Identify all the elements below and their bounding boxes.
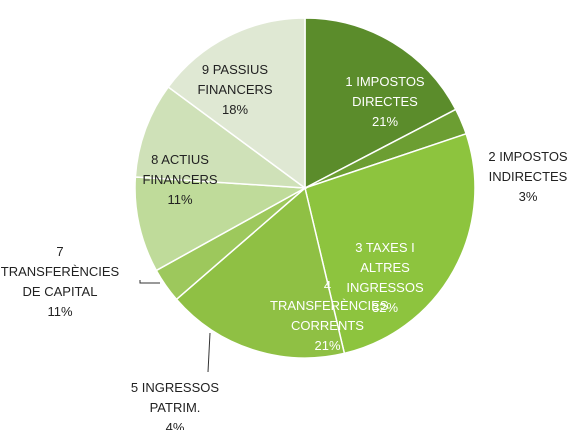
slice-label: 4 TRANSFERÈNCIES CORRENTS 21%: [270, 276, 389, 356]
slice-name: 7 TRANSFERÈNCIES DE CAPITAL: [0, 244, 120, 299]
pie-slice: [175, 186, 346, 359]
slice-label: 8 ACTIUS FINANCERS 11%: [130, 150, 230, 210]
slice-label: 7 TRANSFERÈNCIES DE CAPITAL 11%: [0, 242, 120, 322]
leader-line: [207, 332, 211, 373]
pie-slice: [134, 85, 308, 189]
slice-name: 2 IMPOSTOS INDIRECTES: [488, 149, 568, 184]
slice-value: 3%: [518, 189, 538, 204]
slice-value: 21%: [371, 114, 399, 129]
slice-name: 3 TAXES I ALTRES INGRESSOS: [346, 240, 424, 295]
slice-label: 3 TAXES I ALTRES INGRESSOS 32%: [330, 238, 440, 318]
slice-name: 1 IMPOSTOS DIRECTES: [345, 74, 425, 109]
slice-value: 18%: [221, 102, 249, 117]
slice-value: 32%: [371, 300, 399, 315]
pie-slice: [167, 17, 306, 190]
slice-value: 11%: [47, 304, 73, 319]
slice-label: 2 IMPOSTOS INDIRECTES 3%: [478, 147, 574, 207]
pie-slice: [304, 132, 476, 355]
slice-label: 1 IMPOSTOS DIRECTES 21%: [320, 72, 450, 132]
slice-name: 4 TRANSFERÈNCIES CORRENTS: [270, 278, 389, 333]
slice-label: 9 PASSIUS FINANCERS 18%: [180, 60, 290, 120]
slice-value: 4%: [165, 420, 185, 430]
slices: [134, 17, 476, 359]
slice-name: 5 INGRESSOS PATRIM.: [130, 380, 220, 415]
slice-name: 9 PASSIUS FINANCERS: [197, 62, 273, 97]
slice-value: 21%: [314, 338, 341, 353]
pie-slice: [304, 17, 457, 190]
slice-value: 11%: [167, 192, 193, 207]
pie-slice: [134, 176, 308, 272]
slice-label: 5 INGRESSOS PATRIM. 4%: [115, 378, 235, 430]
slice-name: 8 ACTIUS FINANCERS: [142, 152, 218, 187]
leader-line: [139, 280, 160, 284]
